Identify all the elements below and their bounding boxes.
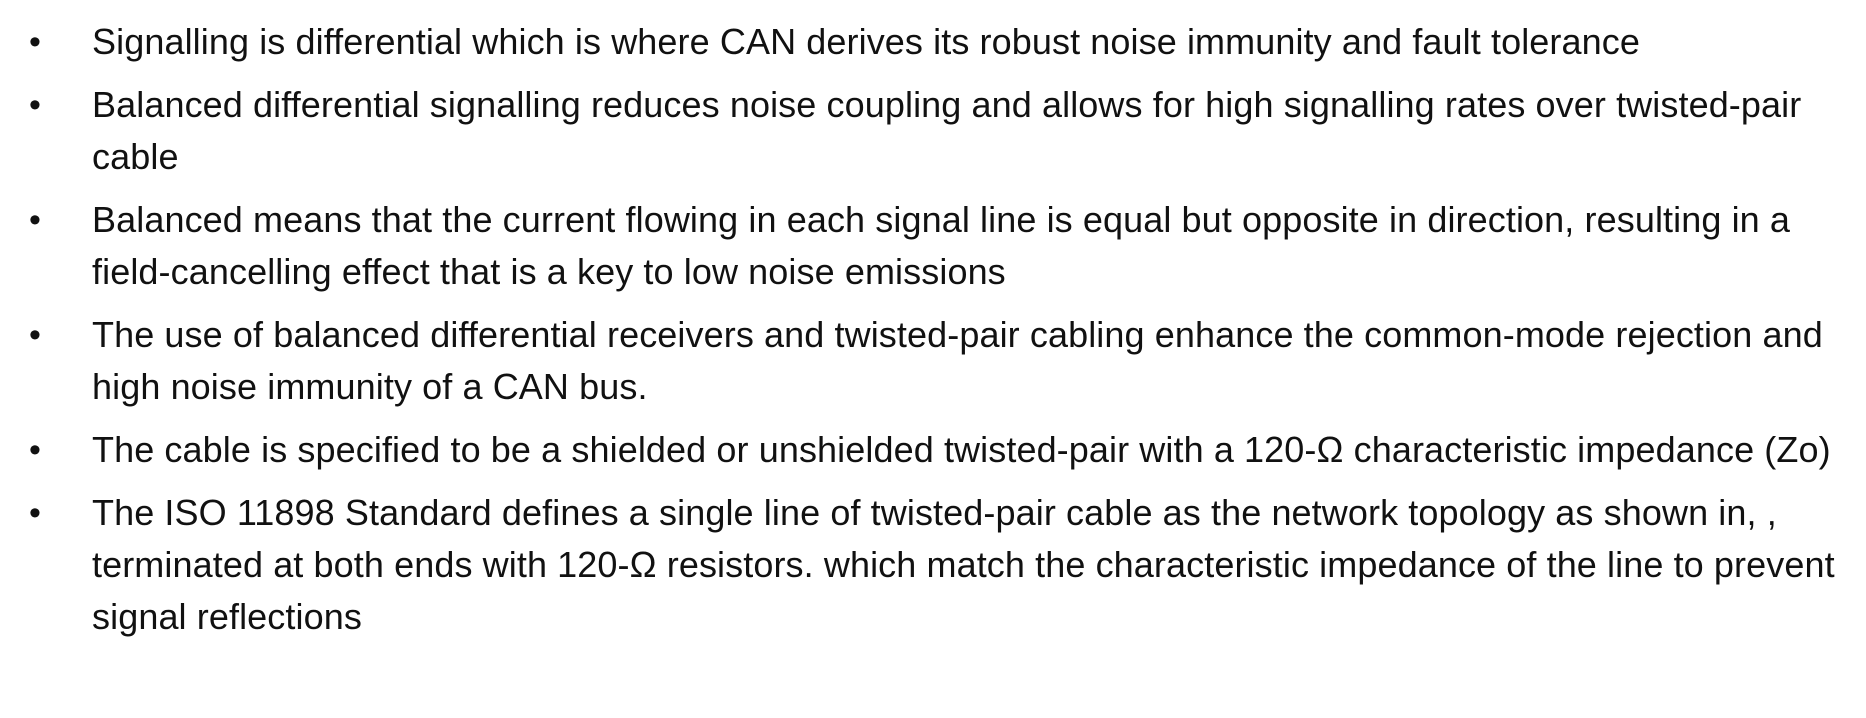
- bullet-marker: •: [28, 494, 41, 532]
- bullet-marker: •: [28, 431, 41, 469]
- bullet-text: The use of balanced differential receive…: [92, 314, 1823, 407]
- bullet-item: • Balanced differential signalling reduc…: [20, 79, 1836, 183]
- bullet-text: Balanced differential signalling reduces…: [92, 84, 1802, 177]
- bullet-marker: •: [28, 23, 41, 61]
- bullet-marker: •: [28, 86, 41, 124]
- bullet-text: The ISO 11898 Standard defines a single …: [92, 492, 1835, 637]
- bullet-list: • Signalling is differential which is wh…: [20, 16, 1836, 643]
- bullet-item: • The ISO 11898 Standard defines a singl…: [20, 487, 1836, 643]
- bullet-text: Signalling is differential which is wher…: [92, 21, 1640, 62]
- bullet-text: Balanced means that the current flowing …: [92, 199, 1791, 292]
- bullet-item: • The cable is specified to be a shielde…: [20, 424, 1836, 476]
- bullet-text: The cable is specified to be a shielded …: [92, 429, 1831, 470]
- bullet-marker: •: [28, 316, 41, 354]
- bullet-item: • The use of balanced differential recei…: [20, 309, 1836, 413]
- bullet-item: • Signalling is differential which is wh…: [20, 16, 1836, 68]
- bullet-item: • Balanced means that the current flowin…: [20, 194, 1836, 298]
- bullet-marker: •: [28, 201, 41, 239]
